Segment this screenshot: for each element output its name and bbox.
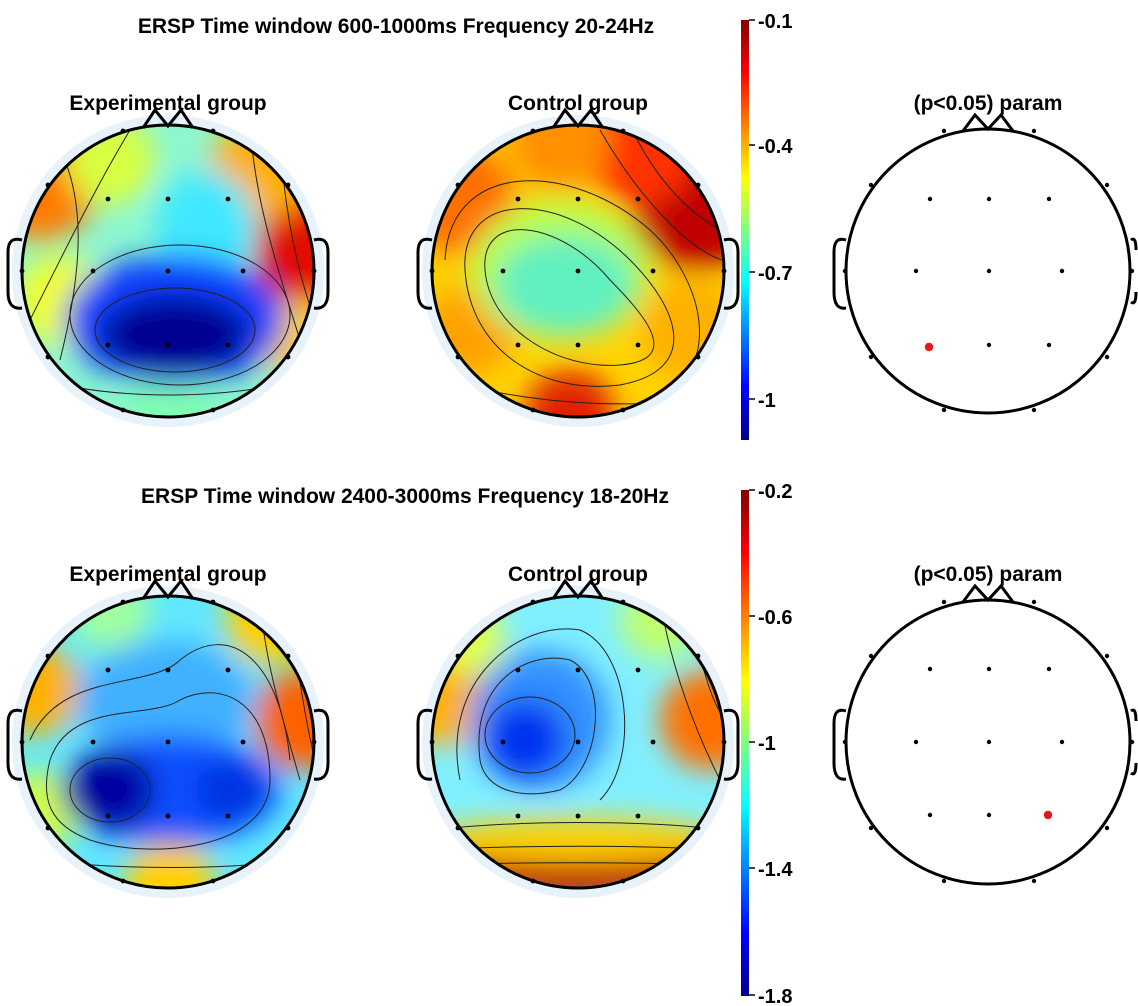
nose: [551, 578, 605, 600]
right-ear: [1130, 708, 1138, 722]
experimental-topomap: Experimental group: [6, 563, 330, 898]
left-ear: [416, 708, 433, 781]
colorbar-tick: -0.7: [758, 263, 792, 285]
colorbar: -0.1 -0.4 -0.7 -1: [741, 11, 793, 440]
electrode-dots: [429, 128, 727, 413]
heatmap-fill: [432, 125, 724, 417]
electrode-dots: [842, 599, 1135, 884]
left-ear: [832, 708, 847, 781]
stats-label: (p<0.05) param: [914, 563, 1063, 586]
colorbar-tick: -1: [758, 390, 776, 412]
significant-electrode-marker: [924, 342, 934, 352]
electrode-dots: [429, 599, 727, 884]
colorbar-tick: -1: [758, 733, 776, 755]
electrode-dots: [19, 599, 317, 884]
right-ear: [723, 708, 740, 781]
colorbar-tick: -1.4: [758, 859, 793, 881]
colorbar-gradient: [741, 20, 749, 440]
heatmap-fill: [22, 596, 314, 888]
left-ear: [6, 708, 23, 781]
experimental-group-label: Experimental group: [69, 563, 266, 586]
colorbar-gradient: [741, 490, 749, 996]
stats-label: (p<0.05) param: [914, 92, 1063, 115]
left-ear: [832, 237, 847, 310]
left-ear: [6, 237, 23, 310]
experimental-topomap: Experimental group: [6, 92, 330, 427]
nose: [961, 112, 1015, 132]
colorbar-tick: -0.2: [758, 481, 792, 503]
nose: [961, 583, 1015, 603]
control-group-label: Control group: [508, 563, 648, 586]
significance-map: (p<0.05) param: [832, 563, 1138, 886]
left-ear: [416, 237, 433, 310]
control-topomap: Control group: [416, 563, 740, 898]
panel-title: ERSP Time window 2400-3000ms Frequency 1…: [141, 485, 669, 508]
nose: [141, 107, 195, 129]
electrode-dots: [19, 128, 317, 413]
right-ear: [313, 237, 330, 310]
colorbar: -0.2 -0.6 -1 -1.4 -1.8: [741, 481, 793, 1006]
colorbar-tick: -0.4: [758, 136, 793, 158]
significant-electrode-marker: [1043, 810, 1053, 820]
right-ear: [723, 237, 740, 310]
colorbar-tick: -1.8: [758, 986, 792, 1006]
control-group-label: Control group: [508, 92, 648, 115]
colorbar-tick: -0.1: [758, 11, 792, 33]
right-ear: [1130, 237, 1138, 251]
right-ear: [313, 708, 330, 781]
nose: [551, 107, 605, 129]
control-topomap: Control group: [416, 92, 740, 427]
colorbar-tick: -0.6: [758, 607, 792, 629]
significance-map: (p<0.05) param: [832, 92, 1138, 415]
experimental-group-label: Experimental group: [69, 92, 266, 115]
panel-title: ERSP Time window 600-1000ms Frequency 20…: [138, 15, 654, 38]
nose: [141, 578, 195, 600]
electrode-dots: [842, 128, 1135, 413]
